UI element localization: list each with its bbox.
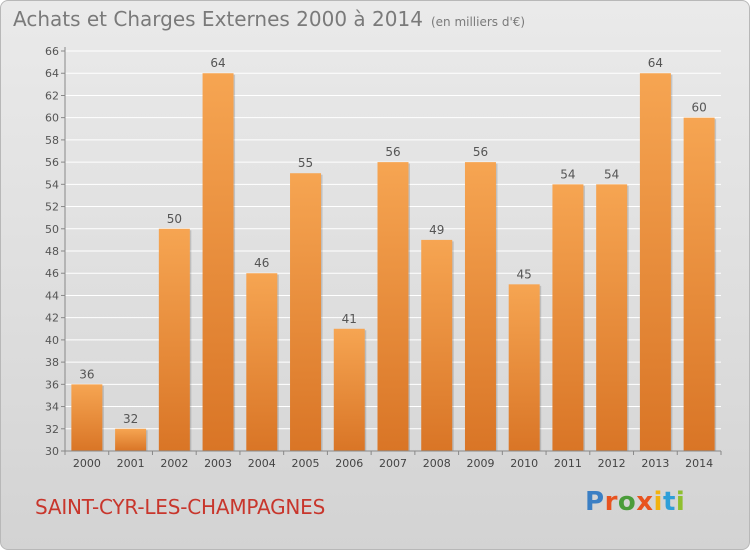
bars: 36 32 50 64 46 55 41 56 49 56 45 54 54 64 60 [71, 56, 717, 452]
y-tick-label: 36 [45, 378, 59, 391]
bar [464, 162, 496, 451]
chart-title-block: Achats et Charges Externes 2000 à 2014 (e… [13, 7, 525, 31]
logo-letter: o [617, 487, 637, 517]
x-tick-label: 2000 [73, 457, 101, 470]
bar-value-label: 60 [691, 101, 706, 115]
bar [639, 73, 671, 451]
bar-value-label: 36 [79, 367, 94, 381]
x-tick-label: 2011 [554, 457, 582, 470]
x-tick-label: 2012 [598, 457, 626, 470]
x-tick-label: 2009 [466, 457, 494, 470]
y-axis: 30 32 34 36 38 40 42 44 46 48 50 52 54 56 58 60 62 64 66 [45, 45, 66, 458]
bar-value-label: 54 [560, 167, 575, 181]
bar [552, 184, 584, 452]
bar [333, 328, 365, 451]
y-tick-label: 62 [45, 89, 59, 102]
logo-letter: r [604, 487, 618, 517]
bar [290, 173, 322, 451]
y-tick-label: 54 [45, 178, 59, 191]
bar-value-label: 32 [123, 412, 138, 426]
bar-value-label: 50 [167, 212, 182, 226]
x-tick-label: 2006 [335, 457, 363, 470]
bar-value-label: 55 [298, 156, 313, 170]
bar-value-label: 46 [254, 256, 269, 270]
bar-value-label: 49 [429, 223, 444, 237]
y-tick-label: 46 [45, 267, 59, 280]
y-tick-label: 56 [45, 156, 59, 169]
bar [246, 273, 278, 451]
x-tick-label: 2001 [117, 457, 145, 470]
bar-value-label: 64 [210, 56, 225, 70]
bar [421, 239, 453, 451]
y-tick-label: 58 [45, 134, 59, 147]
y-tick-label: 38 [45, 356, 59, 369]
bar [377, 162, 409, 451]
y-tick-label: 66 [45, 45, 59, 58]
bar-value-label: 45 [517, 267, 532, 281]
y-tick-label: 34 [45, 401, 59, 414]
bar [71, 384, 103, 451]
y-tick-label: 52 [45, 201, 59, 214]
y-tick-label: 50 [45, 223, 59, 236]
x-tick-label: 2013 [641, 457, 669, 470]
x-tick-label: 2008 [423, 457, 451, 470]
x-tick-label: 2007 [379, 457, 407, 470]
y-tick-label: 40 [45, 334, 59, 347]
y-tick-label: 60 [45, 112, 59, 125]
proxiti-logo: Proxiti [585, 487, 685, 517]
commune-name: SAINT-CYR-LES-CHAMPAGNES [35, 495, 326, 519]
x-tick-label: 2002 [160, 457, 188, 470]
y-tick-label: 48 [45, 245, 59, 258]
x-tick-label: 2003 [204, 457, 232, 470]
bar-value-label: 56 [385, 145, 400, 159]
bar [596, 184, 628, 452]
x-tick-label: 2004 [248, 457, 276, 470]
y-tick-label: 32 [45, 423, 59, 436]
logo-letter: i [675, 487, 686, 517]
x-tick-label: 2005 [292, 457, 320, 470]
bar-value-label: 64 [648, 56, 663, 70]
logo-letter: i [653, 487, 663, 517]
chart-unit-note: (en milliers d'€) [430, 15, 526, 29]
bar [683, 117, 715, 452]
y-tick-label: 64 [45, 67, 59, 80]
y-tick-label: 42 [45, 312, 59, 325]
y-tick-label: 44 [45, 289, 59, 302]
chart-title: Achats et Charges Externes 2000 à 2014 [13, 7, 423, 31]
bar [115, 428, 147, 451]
y-tick-label: 30 [45, 445, 59, 458]
x-axis: 2000 2001 2002 2003 2004 2005 2006 2007 2008 2009… [64, 450, 722, 470]
logo-letter: x [636, 487, 654, 517]
bar-value-label: 54 [604, 167, 619, 181]
bar [158, 228, 190, 451]
bar-value-label: 41 [342, 312, 357, 326]
bar [508, 284, 540, 451]
logo-letter: t [662, 487, 676, 517]
logo-letter: P [585, 487, 605, 517]
x-tick-label: 2014 [685, 457, 713, 470]
bar [202, 73, 234, 451]
x-tick-label: 2010 [510, 457, 538, 470]
bar-value-label: 56 [473, 145, 488, 159]
